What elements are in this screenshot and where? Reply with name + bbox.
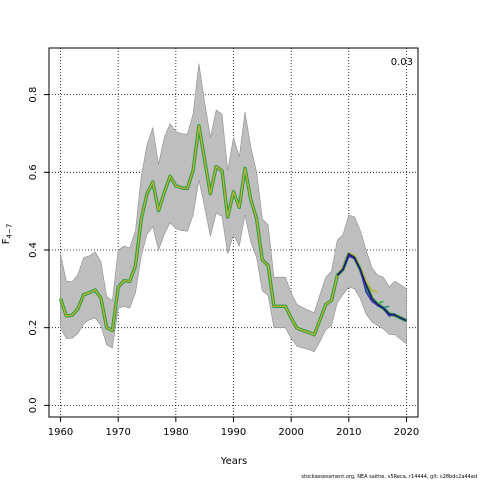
confidence-band [60, 63, 407, 353]
y-tick-label: 0.8 [28, 87, 39, 103]
footer-credit: stockassessment.org, NEA saithe, v5Reca,… [301, 474, 477, 480]
x-tick-label: 2010 [336, 427, 361, 438]
x-tick-label: 1960 [48, 427, 73, 438]
retro-line [336, 253, 407, 322]
x-tick-label: 1970 [105, 427, 130, 438]
y-axis-title: F4−7 [1, 224, 14, 245]
corner-label: 0.03 [391, 57, 413, 68]
x-tick-label: 1980 [163, 427, 188, 438]
y-axis-title-group: F4−7 [1, 224, 14, 245]
y-axis-title-sub: 4−7 [6, 224, 14, 239]
confidence-band-area [60, 63, 407, 353]
y-tick-label: 0.6 [28, 164, 39, 180]
y-tick-label: 0.2 [28, 320, 39, 336]
x-tick-label: 2020 [394, 427, 419, 438]
plot-frame [48, 47, 419, 418]
series-lines [58, 124, 408, 337]
y-tick-label: 0.0 [28, 397, 39, 413]
x-axis-title: Years [220, 456, 247, 467]
x-tick-label: 2000 [278, 427, 303, 438]
axes: 1960 1970 1980 1990 2000 2010 2020 0.0 0.2 0.4 0.6… [28, 87, 419, 438]
y-tick-label: 0.4 [28, 242, 39, 258]
y-axis-title-main: F [1, 238, 12, 244]
x-tick-label: 1990 [221, 427, 246, 438]
